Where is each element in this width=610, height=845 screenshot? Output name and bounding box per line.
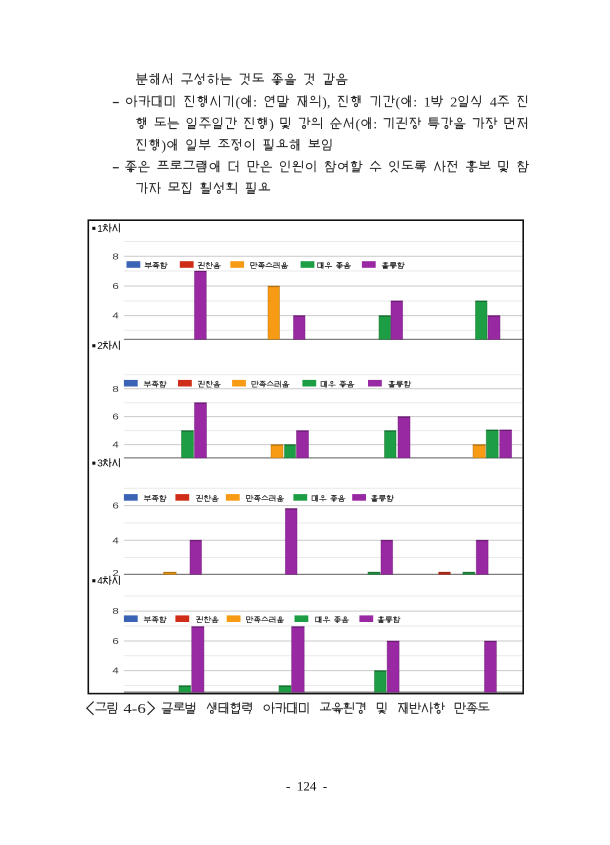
svg-text:3: 3 xyxy=(97,459,103,470)
svg-text:6: 6 xyxy=(112,281,119,291)
svg-text:6: 6 xyxy=(112,412,119,422)
svg-text:1: 1 xyxy=(97,224,103,235)
svg-text:2: 2 xyxy=(450,95,457,111)
svg-text:): ) xyxy=(269,116,274,132)
svg-text:2: 2 xyxy=(112,568,119,578)
svg-text:),: ), xyxy=(322,95,330,111)
svg-text:4-6: 4-6 xyxy=(123,701,146,716)
svg-text:(: ( xyxy=(235,95,240,111)
svg-text:6: 6 xyxy=(112,636,119,646)
svg-text:): ) xyxy=(161,138,166,154)
svg-text:1: 1 xyxy=(424,95,431,111)
svg-text::: : xyxy=(373,116,377,132)
svg-text:8: 8 xyxy=(112,606,119,616)
svg-text:(: ( xyxy=(356,116,361,132)
svg-text:(: ( xyxy=(396,95,401,111)
svg-text:4: 4 xyxy=(112,440,119,450)
svg-text:4: 4 xyxy=(112,311,119,321)
svg-text:4: 4 xyxy=(112,666,119,676)
svg-text:2: 2 xyxy=(97,341,103,352)
svg-text::: : xyxy=(253,95,257,111)
svg-text:4: 4 xyxy=(97,576,103,587)
svg-text:4: 4 xyxy=(112,535,119,545)
svg-text:4: 4 xyxy=(490,95,497,111)
svg-text:8: 8 xyxy=(112,384,119,394)
svg-text::: : xyxy=(413,95,417,111)
svg-text:8: 8 xyxy=(112,251,119,261)
svg-text:- 124 -: - 124 - xyxy=(286,779,327,794)
svg-text:6: 6 xyxy=(112,501,119,511)
